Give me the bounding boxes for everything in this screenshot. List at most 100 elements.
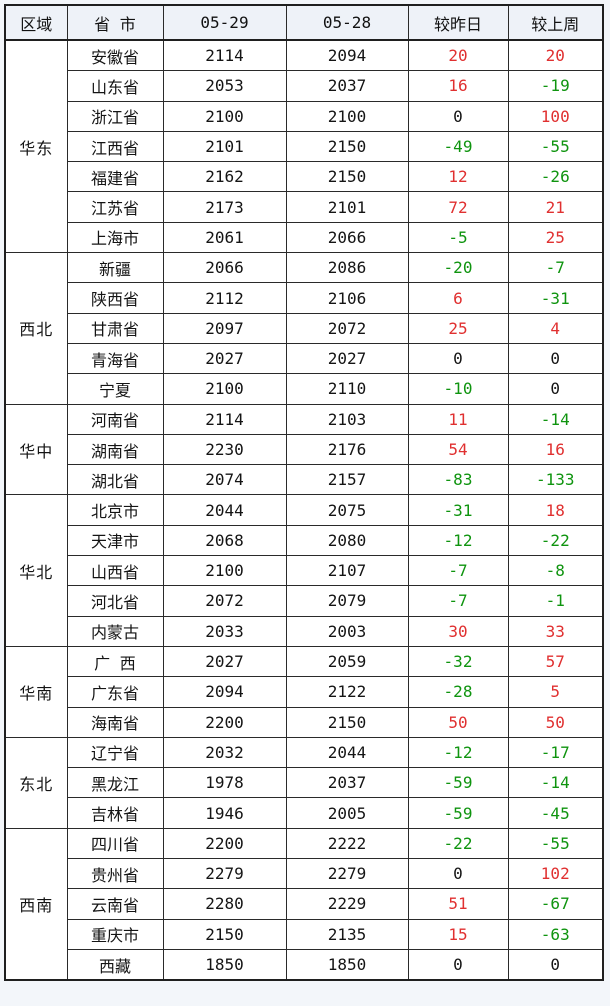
price-05-28-cell: 2037 xyxy=(285,70,409,102)
price-05-29-cell: 2068 xyxy=(162,524,287,557)
change-vs-lastweek-cell: -17 xyxy=(507,736,604,769)
price-05-28-cell: 2176 xyxy=(285,433,409,466)
price-05-28-cell: 2079 xyxy=(285,585,409,617)
col-header-province: 省 市 xyxy=(66,4,164,41)
price-05-29-cell: 2112 xyxy=(162,282,287,314)
price-05-28-cell: 2100 xyxy=(285,100,409,132)
province-cell: 湖南省 xyxy=(66,433,164,466)
province-cell: 云南省 xyxy=(66,888,164,920)
change-vs-yesterday-cell: 0 xyxy=(407,948,509,981)
price-05-28-cell: 2229 xyxy=(285,888,409,920)
table-row: 黑龙江 1978 2037 -59 -14 xyxy=(5,767,604,799)
province-cell: 江苏省 xyxy=(66,191,164,223)
price-05-29-cell: 2230 xyxy=(162,433,287,466)
province-cell: 甘肃省 xyxy=(66,312,164,344)
change-vs-yesterday-cell: -83 xyxy=(407,464,509,496)
table-row: 华中 河南省 2114 2103 11 -14 xyxy=(4,403,604,496)
change-vs-lastweek-cell: 20 xyxy=(507,39,604,72)
change-vs-lastweek-cell: 25 xyxy=(507,221,604,254)
change-vs-yesterday-cell: 12 xyxy=(407,161,509,193)
change-vs-yesterday-cell: 30 xyxy=(407,615,509,647)
price-05-29-cell: 2101 xyxy=(162,130,287,163)
table-row: 天津市 2068 2080 -12 -22 xyxy=(5,524,604,557)
price-05-29-cell: 2027 xyxy=(162,645,287,678)
change-vs-lastweek-cell: 102 xyxy=(507,858,604,890)
province-cell: 河北省 xyxy=(66,585,164,617)
price-05-29-cell: 2162 xyxy=(162,161,287,193)
price-05-28-cell: 2101 xyxy=(285,191,409,223)
price-05-28-cell: 2086 xyxy=(285,252,409,284)
change-vs-yesterday-cell: -5 xyxy=(407,221,509,254)
table-header: 区域 省 市 05-29 05-28 较昨日 较上周 xyxy=(4,4,604,41)
region-cell: 华东 xyxy=(4,39,68,254)
price-05-29-cell: 2072 xyxy=(162,585,287,617)
price-05-28-cell: 2106 xyxy=(285,282,409,314)
change-vs-yesterday-cell: -32 xyxy=(407,645,509,678)
table-row: 江西省 2101 2150 -49 -55 xyxy=(5,130,604,163)
col-header-vs-yesterday: 较昨日 xyxy=(407,4,509,41)
province-cell: 黑龙江 xyxy=(66,767,164,799)
regional-price-table: 区域 省 市 05-29 05-28 较昨日 较上周 华东 安徽省 2114 2094… xyxy=(4,4,604,982)
change-vs-lastweek-cell: 18 xyxy=(507,494,604,526)
change-vs-lastweek-cell: -67 xyxy=(507,888,604,920)
change-vs-yesterday-cell: -20 xyxy=(407,252,509,284)
change-vs-lastweek-cell: 50 xyxy=(507,706,604,738)
change-vs-yesterday-cell: -12 xyxy=(407,524,509,557)
province-cell: 辽宁省 xyxy=(66,736,164,769)
price-05-29-cell: 2279 xyxy=(162,858,287,890)
price-05-29-cell: 1850 xyxy=(162,948,287,981)
change-vs-lastweek-cell: -22 xyxy=(507,524,604,557)
region-cell: 西北 xyxy=(4,252,68,405)
change-vs-yesterday-cell: 11 xyxy=(407,403,509,435)
region-cell: 华中 xyxy=(4,403,68,496)
province-cell: 四川省 xyxy=(66,827,164,860)
price-05-29-cell: 2114 xyxy=(162,403,287,435)
change-vs-yesterday-cell: 0 xyxy=(407,342,509,375)
change-vs-yesterday-cell: -7 xyxy=(407,585,509,617)
province-cell: 江西省 xyxy=(66,130,164,163)
price-05-28-cell: 2080 xyxy=(285,524,409,557)
price-05-29-cell: 2200 xyxy=(162,706,287,738)
price-05-29-cell: 2044 xyxy=(162,494,287,526)
region-cell: 东北 xyxy=(4,736,68,829)
col-header-region: 区域 xyxy=(4,4,68,41)
price-05-28-cell: 2103 xyxy=(285,403,409,435)
region-cell: 西南 xyxy=(4,827,68,981)
price-05-29-cell: 2033 xyxy=(162,615,287,647)
table-row: 华东 安徽省 2114 2094 20 20 xyxy=(4,39,604,254)
price-05-29-cell: 2280 xyxy=(162,888,287,920)
change-vs-lastweek-cell: 21 xyxy=(507,191,604,223)
table-row: 甘肃省 2097 2072 25 4 xyxy=(5,312,604,344)
change-vs-yesterday-cell: -59 xyxy=(407,767,509,799)
table-row: 山西省 2100 2107 -7 -8 xyxy=(5,555,604,587)
price-05-28-cell: 2003 xyxy=(285,615,409,647)
price-05-28-cell: 2110 xyxy=(285,373,409,405)
table-row: 湖南省 2230 2176 54 16 xyxy=(5,433,604,466)
change-vs-lastweek-cell: -1 xyxy=(507,585,604,617)
price-05-29-cell: 2100 xyxy=(162,100,287,132)
price-05-29-cell: 2027 xyxy=(162,342,287,375)
price-05-28-cell: 2066 xyxy=(285,221,409,254)
province-cell: 河南省 xyxy=(66,403,164,435)
header-row: 区域 省 市 05-29 05-28 较昨日 较上周 xyxy=(4,4,604,41)
province-cell: 内蒙古 xyxy=(66,615,164,647)
change-vs-lastweek-cell: -55 xyxy=(507,827,604,860)
change-vs-yesterday-cell: -12 xyxy=(407,736,509,769)
change-vs-lastweek-cell: -14 xyxy=(507,403,604,435)
price-05-28-cell: 2150 xyxy=(285,706,409,738)
change-vs-lastweek-cell: 4 xyxy=(507,312,604,344)
province-cell: 新疆 xyxy=(66,252,164,284)
change-vs-yesterday-cell: 16 xyxy=(407,70,509,102)
table-row: 东北 辽宁省 2032 2044 -12 -17 xyxy=(4,736,604,829)
change-vs-yesterday-cell: -49 xyxy=(407,130,509,163)
change-vs-lastweek-cell: -8 xyxy=(507,555,604,587)
province-cell: 广 西 xyxy=(66,645,164,678)
province-cell: 重庆市 xyxy=(66,918,164,950)
price-05-28-cell: 2157 xyxy=(285,464,409,496)
change-vs-yesterday-cell: -31 xyxy=(407,494,509,526)
change-vs-lastweek-cell: -45 xyxy=(507,797,604,829)
table-body: 华东 安徽省 2114 2094 20 20 山东省 2053 2037 16 -19 浙江省 2100… xyxy=(4,39,604,981)
change-vs-lastweek-cell: -31 xyxy=(507,282,604,314)
price-05-28-cell: 2222 xyxy=(285,827,409,860)
price-05-29-cell: 2200 xyxy=(162,827,287,860)
